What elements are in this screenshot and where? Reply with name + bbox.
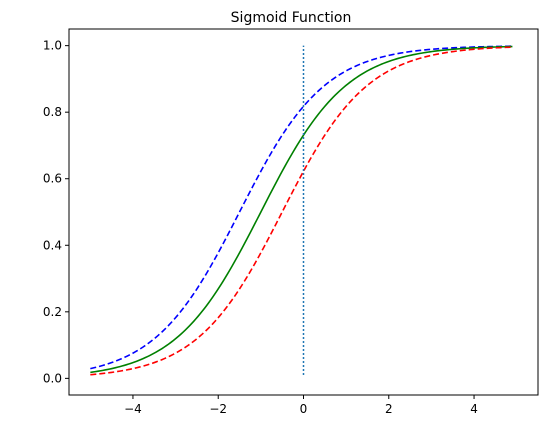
chart-title: Sigmoid Function: [231, 10, 352, 26]
y-tick-label: 0.4: [43, 238, 62, 252]
series-line-3: [90, 46, 513, 376]
plot-area: [90, 45, 513, 376]
y-tick-label: 1.0: [43, 39, 62, 53]
x-tick-label: 2: [385, 402, 393, 416]
series-line-1: [90, 45, 513, 370]
y-tick-label: 0.2: [43, 305, 62, 319]
x-tick-label: 4: [470, 402, 478, 416]
x-tick-label: 0: [300, 402, 308, 416]
y-tick-label: 0.0: [43, 371, 62, 385]
x-tick-label: −4: [124, 402, 142, 416]
y-tick-label: 0.6: [43, 172, 62, 186]
x-tick-label: −2: [209, 402, 227, 416]
series-line-2: [90, 45, 513, 374]
axes: −4 −2 0 2 4 0.0 0.2 0.4 0.6 0.8 1.0: [43, 39, 478, 416]
y-tick-label: 0.8: [43, 105, 62, 119]
